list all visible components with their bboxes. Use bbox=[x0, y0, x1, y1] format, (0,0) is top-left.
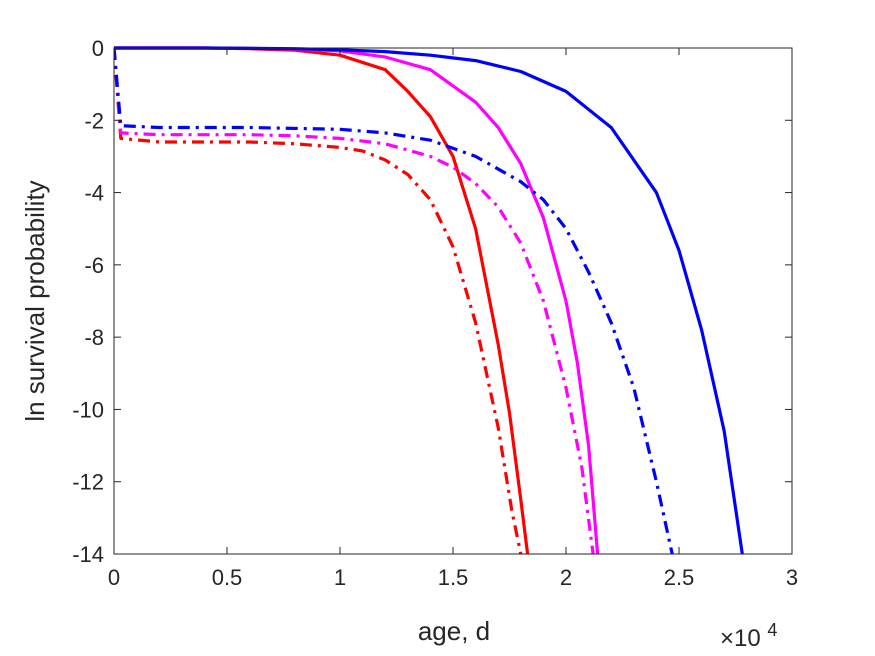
y-tick-label: -2 bbox=[84, 108, 104, 133]
x-tick-label: 1 bbox=[334, 565, 346, 590]
x-tick-label: 2 bbox=[560, 565, 572, 590]
x-axis-multiplier: ×10 4 bbox=[720, 620, 777, 652]
y-axis-label: ln survival probability bbox=[20, 180, 50, 421]
x-tick-label: 2.5 bbox=[664, 565, 695, 590]
x-tick-label: 0 bbox=[108, 565, 120, 590]
y-tick-label: -14 bbox=[72, 542, 104, 567]
x-axis: 0 0.5 1 1.5 2 2.5 3 bbox=[108, 48, 798, 590]
y-tick-label: -4 bbox=[84, 181, 104, 206]
y-tick-label: -8 bbox=[84, 325, 104, 350]
x-tick-label: 1.5 bbox=[438, 565, 469, 590]
y-tick-label: 0 bbox=[92, 36, 104, 61]
series-line-2 bbox=[114, 46, 744, 554]
y-tick-label: -12 bbox=[72, 470, 104, 495]
x-tick-label: 0.5 bbox=[212, 565, 243, 590]
x-tick-label: 3 bbox=[786, 565, 798, 590]
series-line-4 bbox=[114, 47, 595, 554]
y-axis: 0 -2 -4 -6 -8 -10 -12 -14 bbox=[72, 36, 792, 567]
y-tick-label: -6 bbox=[84, 253, 104, 278]
x-axis-label: age, d bbox=[418, 616, 490, 646]
y-tick-label: -10 bbox=[72, 397, 104, 422]
x-multiplier-exponent: 4 bbox=[767, 620, 777, 640]
series-line-5 bbox=[114, 47, 674, 554]
series-line-3 bbox=[114, 47, 523, 554]
x-multiplier-base: ×10 bbox=[720, 625, 761, 652]
